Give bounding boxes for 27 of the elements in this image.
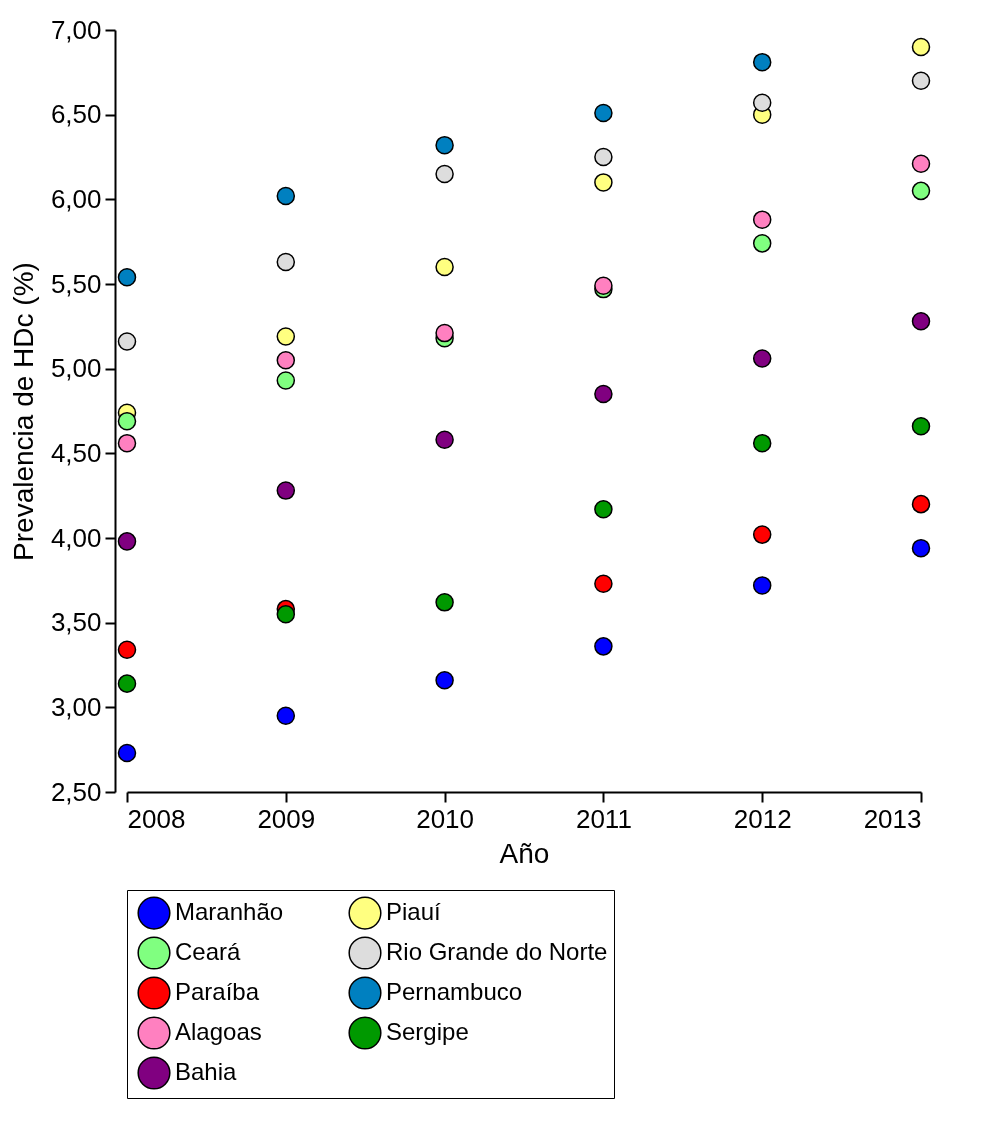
x-tick-label: 2013 bbox=[863, 803, 922, 834]
y-axis-title: Prevalencia de HDc (%) bbox=[7, 262, 39, 561]
legend-label: Bahia bbox=[175, 1058, 238, 1085]
legend-label: Ceará bbox=[175, 938, 242, 965]
legend-label: Maranhão bbox=[175, 898, 284, 926]
y-tick-label: 2,50 bbox=[50, 776, 102, 807]
y-tick-label: 4,50 bbox=[50, 437, 102, 468]
legend-label: Sergipe bbox=[386, 1018, 469, 1045]
y-tick-label: 7,00 bbox=[50, 14, 102, 45]
y-tick-label: 6,00 bbox=[50, 183, 102, 214]
x-tick-label: 2009 bbox=[257, 803, 316, 834]
x-axis-title: Año bbox=[499, 837, 550, 869]
y-tick-label: 5,00 bbox=[50, 353, 102, 384]
legend-label: Paraíba bbox=[175, 978, 260, 1005]
legend-label: Piauí bbox=[386, 898, 442, 926]
y-tick-label: 4,00 bbox=[50, 522, 102, 553]
legend-label: Pernambuco bbox=[386, 978, 523, 1005]
y-tick-label: 5,50 bbox=[50, 268, 102, 299]
x-tick-label: 2008 bbox=[127, 803, 186, 834]
y-tick-label: 3,00 bbox=[50, 691, 102, 722]
x-tick-label: 2011 bbox=[575, 803, 632, 834]
y-tick-label: 3,50 bbox=[50, 607, 102, 638]
x-tick-label: 2012 bbox=[733, 803, 792, 834]
x-tick-label: 2010 bbox=[416, 803, 475, 834]
legend-label: Alagoas bbox=[175, 1018, 262, 1045]
legend-label: Rio Grande do Norte bbox=[386, 938, 608, 965]
y-tick-label: 6,50 bbox=[50, 99, 102, 130]
